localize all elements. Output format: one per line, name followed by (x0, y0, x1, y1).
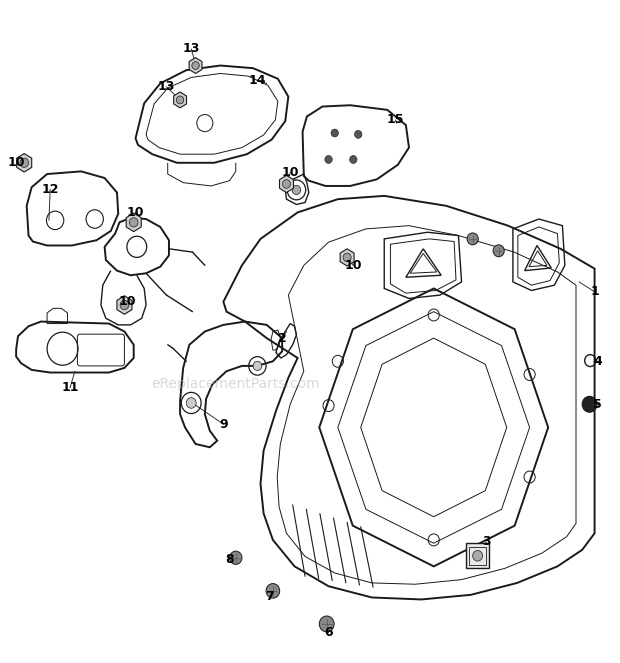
Polygon shape (17, 154, 32, 172)
Text: 4: 4 (593, 355, 602, 368)
Text: 11: 11 (61, 381, 79, 394)
Circle shape (319, 616, 334, 632)
Text: 12: 12 (42, 183, 59, 196)
Circle shape (176, 96, 184, 104)
Text: 6: 6 (324, 626, 333, 639)
Text: 2: 2 (278, 332, 286, 345)
Text: 14: 14 (249, 74, 266, 87)
Circle shape (186, 398, 196, 408)
Text: 9: 9 (219, 418, 228, 431)
FancyBboxPatch shape (466, 543, 489, 568)
Circle shape (20, 158, 29, 168)
Text: eReplacementParts.com: eReplacementParts.com (151, 377, 320, 391)
Text: 7: 7 (265, 589, 274, 603)
Circle shape (283, 180, 291, 188)
Circle shape (467, 233, 478, 245)
Text: 8: 8 (225, 553, 234, 566)
Circle shape (253, 361, 262, 371)
Text: 10: 10 (7, 156, 25, 169)
Circle shape (343, 253, 351, 262)
Text: 15: 15 (387, 113, 404, 126)
Polygon shape (340, 249, 354, 266)
Circle shape (582, 396, 597, 412)
Polygon shape (126, 213, 141, 231)
Circle shape (266, 583, 280, 598)
Text: 10: 10 (281, 166, 299, 179)
Circle shape (472, 550, 482, 561)
Circle shape (331, 129, 339, 137)
Circle shape (120, 300, 129, 310)
Circle shape (229, 551, 242, 564)
Polygon shape (174, 92, 187, 108)
Polygon shape (117, 296, 132, 314)
Polygon shape (280, 175, 293, 192)
Circle shape (350, 156, 357, 164)
Text: 13: 13 (158, 80, 175, 93)
Text: 10: 10 (119, 295, 136, 308)
Text: 13: 13 (182, 42, 200, 56)
Text: 10: 10 (345, 259, 362, 272)
Text: 3: 3 (482, 536, 490, 548)
Circle shape (325, 156, 332, 164)
Circle shape (192, 62, 199, 70)
Text: 1: 1 (590, 285, 599, 298)
Text: 10: 10 (127, 206, 144, 219)
Circle shape (355, 131, 362, 139)
Circle shape (493, 245, 504, 257)
Polygon shape (189, 58, 202, 74)
Text: 5: 5 (593, 398, 602, 411)
Circle shape (292, 185, 301, 194)
Circle shape (130, 217, 138, 227)
